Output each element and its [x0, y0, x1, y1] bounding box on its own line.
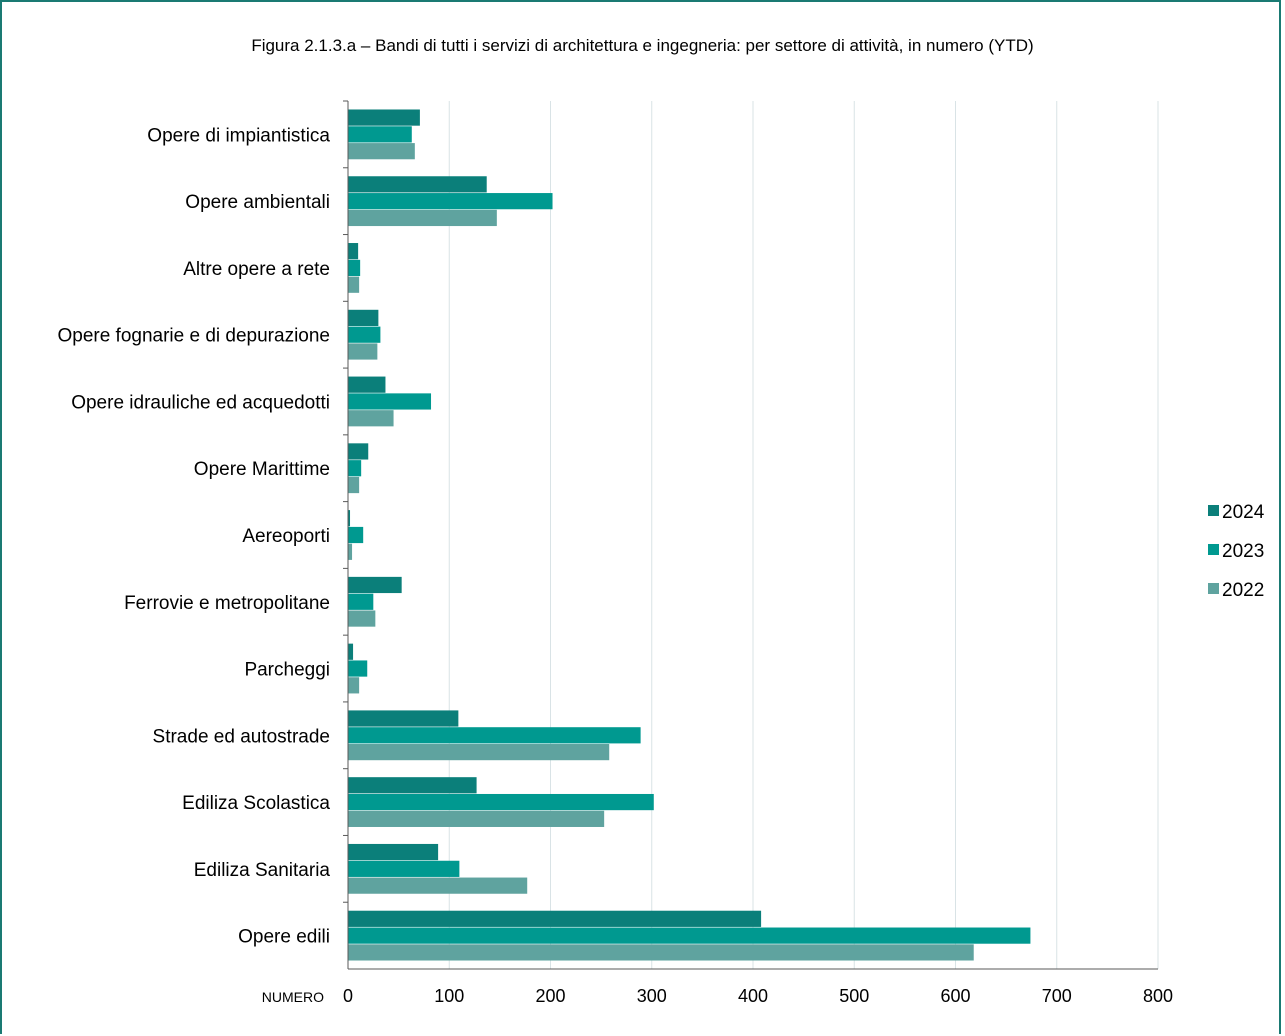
bar-2022 [348, 944, 974, 961]
bar-2022 [348, 877, 528, 894]
bar-2022 [348, 610, 376, 627]
bar-2024 [348, 243, 359, 260]
bar-2023 [348, 193, 553, 210]
x-tick-label: 500 [839, 986, 869, 1006]
bar-2022 [348, 410, 394, 427]
category-label: Ediliza Scolastica [182, 793, 330, 814]
bar-2024 [348, 843, 439, 861]
bar-2023 [348, 460, 362, 477]
bar-2022 [348, 543, 353, 560]
bar-2023 [348, 727, 641, 744]
category-label: Opere fognarie e di depurazione [57, 326, 330, 347]
legend-label: 2023 [1222, 541, 1264, 562]
bar-2023 [348, 927, 1031, 944]
x-axis-unit-label: NUMERO [262, 989, 324, 1005]
bar-2022 [348, 209, 497, 227]
bar-2022 [348, 343, 378, 360]
x-tick-label: 400 [738, 986, 768, 1006]
bar-2022 [348, 744, 610, 761]
chart-title: Figura 2.1.3.a – Bandi di tutti i serviz… [251, 36, 1034, 55]
category-label: Parcheggi [244, 660, 330, 681]
category-label: Opere idrauliche ed acquedotti [71, 392, 330, 413]
bar-2024 [348, 710, 459, 727]
gridlines [448, 101, 1159, 969]
x-tick-label: 700 [1042, 986, 1072, 1006]
bar-2024 [348, 643, 354, 660]
bar-2022 [348, 276, 360, 293]
bar-2024 [348, 443, 369, 460]
x-tick-label: 200 [535, 986, 565, 1006]
category-label: Strade ed autostrade [153, 726, 330, 747]
axes: 0 100 200 300 400 500 600 700 800 NUMERO Opere di … [57, 100, 1173, 1006]
bar-2023 [348, 259, 361, 277]
bar-2022 [348, 810, 605, 827]
bar-2023 [348, 126, 412, 143]
x-tick-label: 600 [940, 986, 970, 1006]
bar-2023 [348, 593, 374, 610]
bar-2022 [348, 677, 360, 694]
category-label: Aereoporti [242, 526, 330, 547]
bar-2024 [348, 576, 402, 594]
category-label: Ferrovie e metropolitane [124, 593, 330, 614]
bars [348, 109, 1031, 961]
bar-2022 [348, 476, 360, 494]
bar-2024 [348, 176, 487, 193]
x-tick-label: 800 [1143, 986, 1173, 1006]
bar-2024 [348, 910, 762, 927]
category-label: Altre opere a rete [183, 259, 330, 280]
bar-2023 [348, 393, 432, 410]
legend-label: 2022 [1222, 580, 1264, 601]
category-label: Opere di impiantistica [147, 125, 330, 146]
legend-swatch-2022 [1208, 583, 1219, 594]
bar-2023 [348, 793, 654, 811]
legend: 2024 2023 2022 [1208, 502, 1265, 601]
category-label: Ediliza Sanitaria [194, 860, 331, 881]
x-tick-label: 0 [343, 986, 353, 1006]
bar-2024 [348, 510, 351, 527]
x-tick-label: 300 [637, 986, 667, 1006]
category-label: Opere Marittime [194, 459, 330, 480]
category-label: Opere edili [238, 927, 330, 948]
bar-2024 [348, 777, 477, 794]
bar-2024 [348, 376, 386, 393]
bar-2023 [348, 526, 364, 544]
bar-2023 [348, 326, 381, 343]
bar-2024 [348, 309, 379, 326]
bar-2023 [348, 660, 368, 677]
legend-swatch-2023 [1208, 544, 1219, 555]
legend-swatch-2024 [1208, 505, 1219, 516]
x-tick-label: 100 [434, 986, 464, 1006]
category-label: Opere ambientali [185, 192, 330, 213]
bar-2024 [348, 109, 420, 126]
bar-2023 [348, 860, 460, 877]
legend-label: 2024 [1222, 502, 1265, 523]
bar-2022 [348, 143, 415, 160]
